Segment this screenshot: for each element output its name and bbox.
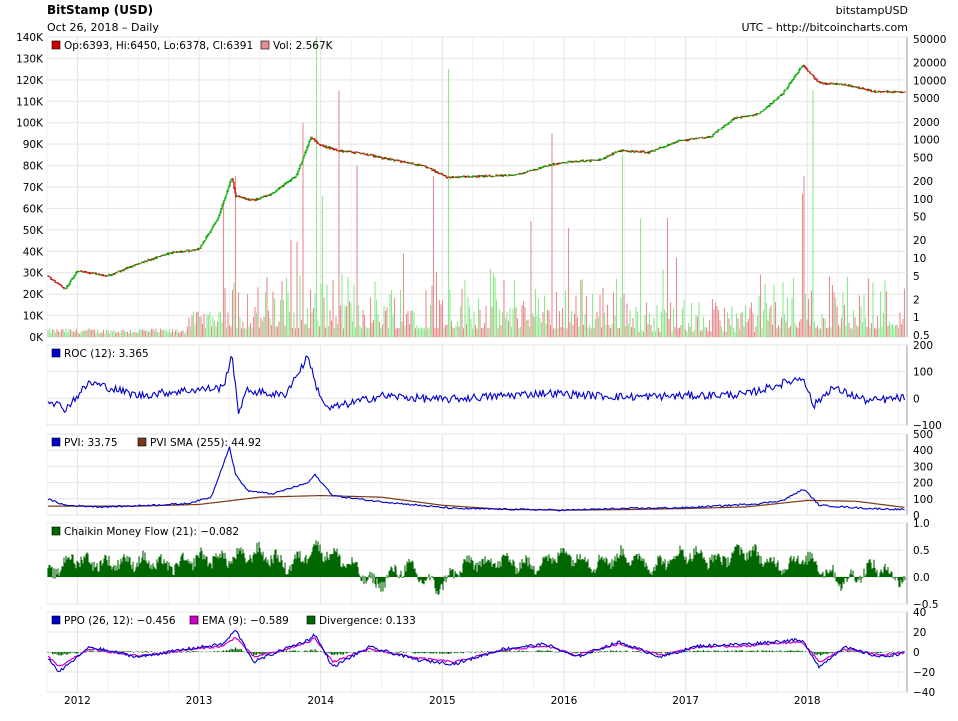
right-tick-label: 50 (913, 212, 926, 224)
x-tick-label: 2013 (186, 695, 213, 707)
left-tick-label: 60K (23, 203, 44, 215)
pvi-legend-swatch (51, 437, 61, 447)
right-tick-label: −0.5 (913, 599, 939, 611)
right-tick-label: 0 (913, 393, 920, 405)
left-tick-label: 140K (16, 32, 44, 44)
right-tick-label: 1 (913, 312, 920, 324)
right-tick-label: 500 (913, 429, 933, 441)
right-tick-label: 400 (913, 445, 933, 457)
chart-subtitle: Oct 26, 2018 – Daily (47, 21, 159, 34)
left-tick-label: 10K (23, 311, 44, 323)
right-tick-label: 0.5 (913, 545, 930, 557)
right-tick-label: −40 (913, 687, 935, 699)
ppo-line (47, 629, 905, 673)
left-tick-label: 30K (23, 268, 44, 280)
x-tick-label: 2018 (794, 695, 821, 707)
right-tick-label: 0.0 (913, 572, 930, 584)
left-tick-label: 120K (16, 75, 44, 87)
left-tick-label: 0K (29, 332, 44, 344)
right-tick-label: 20 (913, 627, 926, 639)
price-legend-swatch (51, 40, 61, 50)
left-tick-label: 50K (23, 225, 44, 237)
left-tick-label: 100K (16, 118, 44, 130)
right-tick-label: 100 (913, 494, 933, 506)
price-candles (47, 64, 906, 290)
right-tick-label: 5 (913, 271, 920, 283)
x-tick-label: 2015 (429, 695, 456, 707)
ppo-series (47, 629, 906, 673)
cmf-legend-swatch (51, 526, 61, 536)
pvi-panel-frame (46, 433, 908, 516)
left-tick-label: 110K (16, 96, 44, 108)
right-tick-label: 50000 (913, 34, 946, 46)
ema-legend: EMA (9): −0.589 (202, 615, 289, 627)
right-tick-label: 500 (913, 152, 933, 164)
ppo-legend: PPO (26, 12): −0.456 (64, 615, 176, 627)
roc-panel-frame (46, 344, 908, 426)
x-tick-label: 2014 (307, 695, 334, 707)
chart-source: bitstampUSD (835, 4, 908, 17)
pvi-sma-legend: PVI SMA (255): 44.92 (150, 437, 261, 449)
pvi-sma-line (48, 495, 905, 511)
right-tick-label: 200 (913, 478, 933, 490)
left-tick-label: 90K (23, 139, 44, 151)
volume-legend: Vol: 2.567K (273, 40, 334, 52)
roc-legend: ROC (12): 3.365 (64, 348, 149, 360)
ppo-legend-swatch (51, 615, 61, 625)
left-tick-label: 70K (23, 182, 44, 194)
right-tick-label: 1.0 (913, 518, 930, 530)
right-tick-label: −100 (913, 420, 942, 432)
ema-legend-swatch (189, 615, 199, 625)
left-tick-label: 20K (23, 289, 44, 301)
x-tick-label: 2012 (64, 695, 91, 707)
roc-line (47, 355, 906, 414)
divergence-legend: Divergence: 0.133 (319, 615, 416, 627)
volume-legend-swatch (260, 40, 270, 50)
right-tick-label: 0.5 (913, 330, 930, 342)
left-tick-label: 80K (23, 161, 44, 173)
right-tick-label: 20000 (913, 58, 946, 70)
x-tick-label: 2016 (551, 695, 578, 707)
right-tick-label: 10 (913, 253, 926, 265)
right-tick-label: 100 (913, 367, 933, 379)
right-tick-label: 10000 (913, 75, 946, 87)
pvi-series (47, 446, 905, 512)
chart-title: BitStamp (USD) (47, 3, 154, 17)
chart-attribution: UTC – http://bitcoincharts.com (741, 21, 908, 34)
right-tick-label: 300 (913, 461, 933, 473)
right-tick-label: 5000 (913, 93, 940, 105)
right-tick-label: 0 (913, 647, 920, 659)
roc-series (47, 355, 906, 414)
right-tick-label: 2 (913, 294, 920, 306)
right-tick-label: 1000 (913, 135, 940, 147)
x-tick-label: 2017 (672, 695, 699, 707)
right-tick-label: 40 (913, 607, 926, 619)
cmf-legend: Chaikin Money Flow (21): −0.082 (64, 526, 239, 538)
volume-bars (47, 37, 906, 337)
price-legend: Op:6393, Hi:6450, Lo:6378, Cl:6391 (64, 40, 253, 52)
right-tick-label: 200 (913, 176, 933, 188)
pvi-sma-legend-swatch (137, 437, 147, 447)
right-tick-label: 0 (913, 510, 920, 522)
cmf-series (47, 540, 906, 595)
right-tick-label: 200 (913, 340, 933, 352)
roc-legend-swatch (51, 348, 61, 358)
divergence-legend-swatch (306, 615, 316, 625)
right-tick-label: 2000 (913, 117, 940, 129)
left-tick-label: 40K (23, 246, 44, 258)
pvi-legend: PVI: 33.75 (64, 437, 118, 449)
right-tick-label: −20 (913, 667, 935, 679)
right-tick-label: 20 (913, 235, 926, 247)
right-tick-label: 100 (913, 194, 933, 206)
left-tick-label: 130K (16, 53, 44, 65)
pvi-line (47, 446, 905, 512)
